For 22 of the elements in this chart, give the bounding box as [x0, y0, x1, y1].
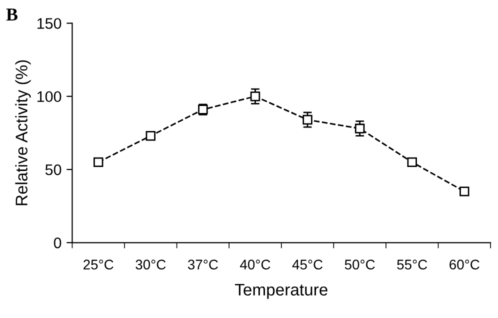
x-tick-label: 30°C [136, 260, 166, 270]
y-tick-label: 150 [37, 18, 62, 29]
point [250, 91, 260, 102]
chart-title: B [6, 8, 18, 21]
y-tick-label: 100 [37, 91, 62, 102]
x-tick-label: 45°C [292, 260, 323, 270]
y-tick-label: 50 [45, 164, 62, 176]
y-tick-label: 0 [54, 238, 62, 248]
x-tick-label: 50°C [344, 260, 375, 270]
x-tick-label: 55°C [397, 260, 428, 270]
x-tick-label: 37°C [188, 260, 218, 270]
x-tick-label: 60°C [450, 260, 480, 270]
x-tick-label: 40°C [240, 260, 270, 270]
point [354, 124, 365, 134]
point [460, 186, 470, 196]
point [93, 157, 104, 168]
x-tick-label: 25°C [84, 260, 114, 270]
point [302, 114, 312, 125]
point [146, 130, 156, 141]
x-axis-title: Temperature [234, 284, 328, 299]
y-axis-title: Relative Activity (%) [15, 60, 31, 206]
point [407, 157, 417, 168]
